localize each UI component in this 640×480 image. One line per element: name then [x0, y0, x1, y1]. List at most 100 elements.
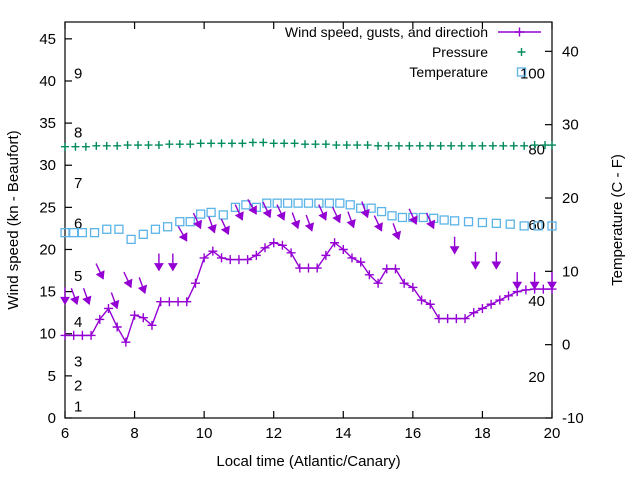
plus-marker — [130, 310, 140, 320]
gust-arrowhead — [154, 263, 164, 272]
plus-marker — [457, 141, 466, 150]
plus-marker — [311, 140, 320, 149]
beaufort-level-label: 9 — [74, 66, 82, 83]
gust-arrowhead — [512, 281, 523, 290]
gust-arrowhead — [82, 295, 92, 305]
gust-arrowhead — [95, 270, 105, 280]
plus-marker — [147, 320, 157, 330]
gust-arrowhead — [391, 230, 402, 241]
gust-arrow — [318, 204, 328, 221]
plus-marker — [384, 141, 393, 150]
plus-marker — [394, 141, 403, 150]
square-marker — [516, 67, 527, 77]
gust-arrowhead — [318, 211, 328, 221]
plus-marker — [373, 278, 383, 288]
square-marker — [376, 206, 387, 217]
plus-marker — [61, 142, 69, 151]
plus-marker — [190, 278, 200, 288]
plus-marker — [478, 141, 487, 150]
beaufort-level-label: 8 — [74, 125, 82, 142]
gust-arrow — [123, 271, 133, 289]
y-tick-label-right: 10 — [562, 263, 579, 280]
x-axis — [64, 22, 553, 418]
plus-marker — [486, 299, 496, 309]
square-marker — [314, 198, 324, 208]
plus-marker — [186, 140, 195, 149]
gust-arrowhead — [70, 295, 80, 305]
square-marker — [69, 227, 79, 238]
gust-arrow — [304, 214, 315, 232]
plus-marker — [399, 278, 409, 288]
plus-marker — [447, 141, 456, 150]
plus-marker — [123, 141, 132, 150]
y-tick-label-left: 15 — [39, 284, 56, 301]
plus-marker — [165, 140, 174, 149]
gust-arrowhead — [123, 278, 133, 289]
gust-arrow — [167, 253, 178, 272]
square-marker — [60, 227, 70, 238]
plus-marker — [363, 141, 372, 150]
square-marker — [418, 212, 428, 223]
plus-marker — [436, 141, 445, 150]
gust-arrowhead — [408, 215, 418, 225]
gust-arrow — [247, 199, 257, 215]
square-marker — [150, 224, 161, 234]
plus-marker — [243, 255, 253, 265]
gust-arrowhead — [547, 281, 557, 290]
gust-arrowhead — [248, 205, 257, 215]
gust-arrowhead — [220, 225, 230, 236]
plus-marker — [71, 142, 80, 151]
gust-arrowhead — [529, 281, 540, 290]
square-marker — [126, 234, 136, 245]
gust-arrowhead — [373, 222, 383, 232]
y-axis-left — [65, 38, 72, 419]
x-tick-label: 20 — [544, 425, 561, 442]
x-tick-label: 6 — [61, 425, 69, 442]
gust-arrowhead — [426, 219, 436, 230]
gust-arrowhead — [470, 261, 481, 270]
y-axis-title-left: Wind speed (kn - Beaufort) — [5, 130, 22, 309]
gust-arrowhead — [276, 211, 286, 221]
square-marker — [162, 222, 173, 232]
beaufort-level-label: 1 — [74, 398, 82, 415]
plot-border — [64, 21, 553, 419]
plus-marker — [154, 141, 163, 150]
plus-marker — [81, 142, 90, 151]
x-tick-label: 12 — [265, 425, 282, 442]
gust-arrowhead — [60, 296, 70, 306]
legend-label-0: Wind speed, gusts, and direction — [285, 24, 488, 40]
square-marker — [272, 198, 282, 208]
plus-marker — [225, 255, 235, 265]
y-tick-label-left: 0 — [48, 410, 56, 427]
series-pressure — [61, 138, 556, 151]
plus-marker — [417, 295, 427, 305]
plus-marker — [338, 244, 348, 254]
plus-marker — [353, 141, 362, 150]
plus-marker — [251, 250, 261, 260]
gust-arrow — [425, 212, 436, 230]
gust-arrowhead — [290, 219, 301, 230]
gust-arrow — [373, 215, 383, 232]
square-marker — [114, 224, 124, 234]
gust-arrow — [154, 253, 164, 272]
axis-frame — [64, 21, 553, 419]
plus-marker — [138, 313, 148, 323]
plus-marker — [69, 330, 79, 340]
plus-marker — [134, 141, 143, 150]
y-tick-label-right: 40 — [562, 43, 579, 60]
square-marker — [449, 216, 460, 226]
plus-marker — [332, 141, 341, 150]
x-tick-label: 10 — [196, 425, 213, 442]
plus-marker — [509, 141, 518, 150]
y-axis-title-right: Temperature (C - F) — [609, 154, 626, 286]
square-marker — [206, 207, 216, 218]
plus-marker — [269, 139, 278, 148]
square-marker — [345, 200, 355, 210]
gust-arrow — [470, 251, 481, 270]
square-marker — [102, 224, 112, 234]
beaufort-level-label: 6 — [74, 216, 82, 233]
gust-arrow — [82, 288, 92, 305]
plus-marker — [321, 140, 330, 149]
plus-marker — [425, 299, 435, 309]
plus-marker — [382, 264, 392, 274]
